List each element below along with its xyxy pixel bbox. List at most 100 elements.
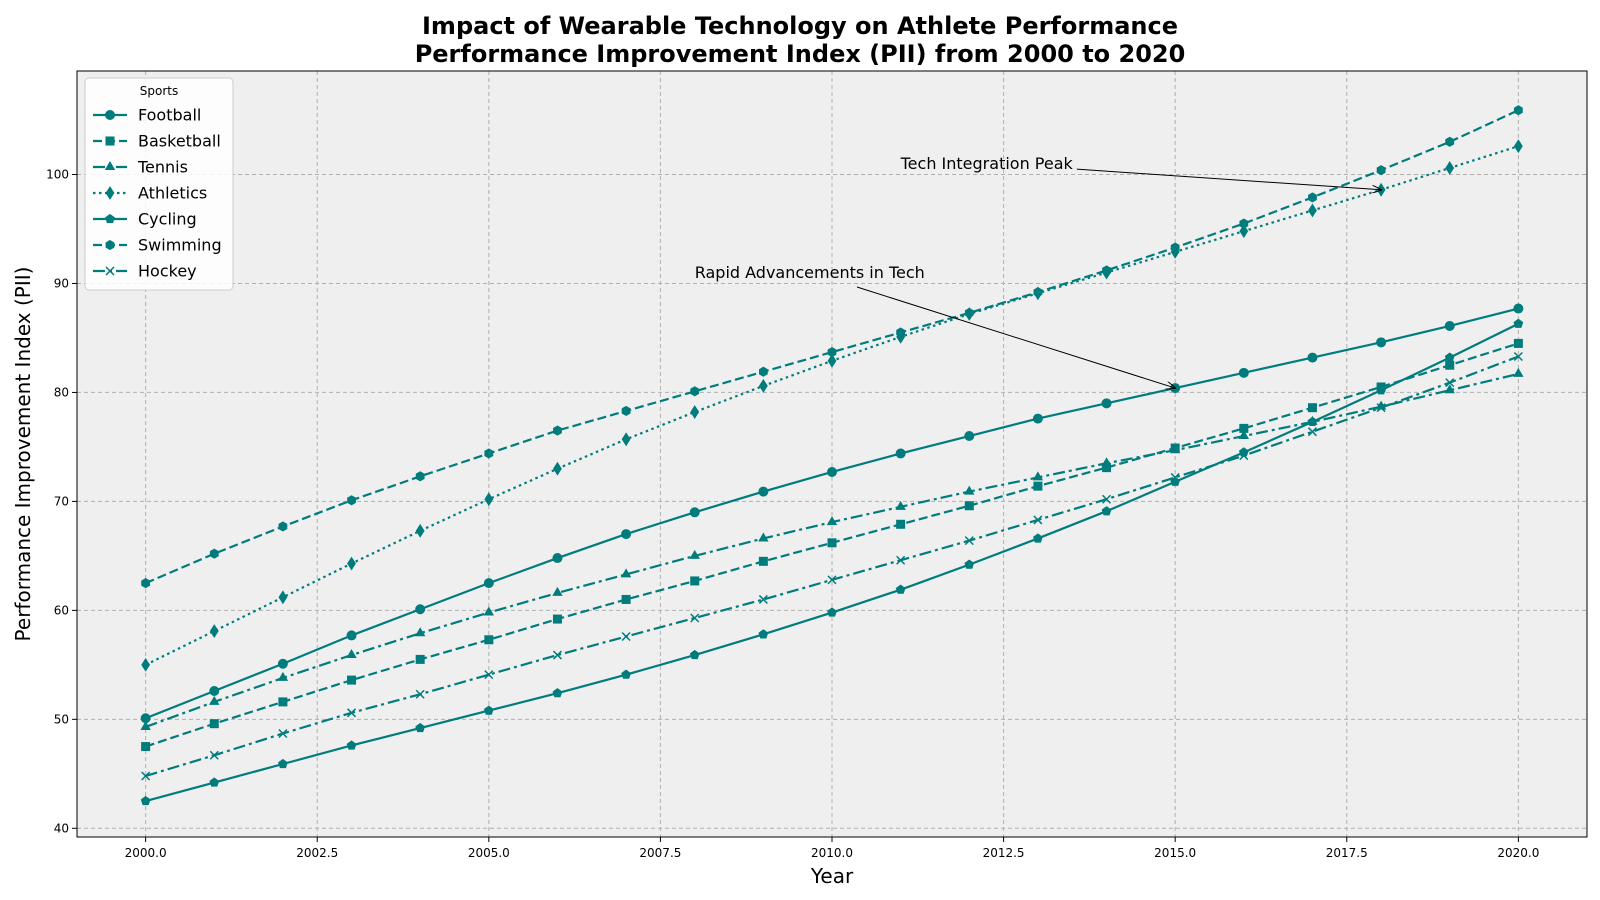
data-point-hockey xyxy=(758,594,768,604)
data-point-hockey xyxy=(827,575,837,585)
x-tick-label: 2017.5 xyxy=(1326,846,1368,860)
legend-item-athletics: Athletics xyxy=(93,184,207,203)
data-point-basketball xyxy=(1445,360,1455,370)
legend-label: Athletics xyxy=(138,184,207,203)
data-point-swimming xyxy=(278,521,288,532)
data-point-athletics xyxy=(690,405,700,419)
legend: Sports Football Basketball Tennis Athletics C… xyxy=(84,77,234,291)
data-point-football xyxy=(1444,320,1455,331)
data-point-hockey xyxy=(484,670,494,680)
data-point-tennis xyxy=(552,586,563,596)
data-point-basketball xyxy=(484,635,494,645)
data-point-athletics xyxy=(141,657,151,672)
x-axis-label: Year xyxy=(810,864,854,888)
data-point-hockey xyxy=(1376,403,1386,413)
legend-label: Hockey xyxy=(138,262,197,281)
data-point-swimming xyxy=(1102,265,1111,276)
data-point-athletics xyxy=(209,624,219,638)
data-point-hockey xyxy=(347,708,357,718)
data-point-basketball xyxy=(621,594,631,604)
data-point-football xyxy=(277,658,288,669)
data-point-hockey xyxy=(1102,494,1112,504)
data-point-tennis xyxy=(277,671,289,681)
data-point-football xyxy=(552,553,563,564)
data-point-hockey xyxy=(690,613,700,623)
data-point-basketball xyxy=(758,556,768,566)
data-point-basketball xyxy=(209,719,219,729)
series-basketball xyxy=(141,338,1523,752)
data-point-football xyxy=(1307,352,1318,363)
data-point-football xyxy=(1513,303,1524,314)
data-point-swimming xyxy=(141,578,151,589)
legend-title: Sports xyxy=(140,84,178,98)
data-point-football xyxy=(483,578,494,589)
legend-item-swimming: Swimming xyxy=(93,236,222,255)
y-axis-ticks: 40 50 60 70 80 90 100 xyxy=(46,168,77,835)
data-point-tennis xyxy=(1032,471,1044,481)
legend-label: Tennis xyxy=(137,158,188,177)
data-point-tennis xyxy=(895,500,906,510)
data-point-cycling xyxy=(964,559,975,569)
data-point-swimming xyxy=(1376,165,1386,176)
data-point-football xyxy=(209,685,220,696)
data-point-cycling xyxy=(1033,533,1043,543)
data-point-cycling xyxy=(1101,506,1112,516)
y-tick-label: 40 xyxy=(54,821,69,835)
annotation-text: Rapid Advancements in Tech xyxy=(695,263,925,282)
data-point-athletics xyxy=(1513,139,1523,154)
data-point-cycling xyxy=(758,629,769,639)
data-point-cycling xyxy=(346,740,357,750)
x-tick-label: 2020.0 xyxy=(1497,846,1539,860)
x-tick-label: 2002.5 xyxy=(296,846,338,860)
legend-item-tennis: Tennis xyxy=(93,158,188,177)
data-point-cycling xyxy=(895,584,906,594)
data-point-hockey xyxy=(1033,515,1043,525)
data-point-cycling xyxy=(689,649,700,660)
legend-item-cycling: Cycling xyxy=(93,210,197,229)
legend-label: Football xyxy=(138,106,201,125)
data-point-swimming xyxy=(415,471,425,482)
data-point-hockey xyxy=(552,650,562,660)
x-tick-label: 2000.0 xyxy=(125,846,167,860)
x-tick-label: 2007.5 xyxy=(639,846,681,860)
data-point-swimming xyxy=(553,425,562,436)
x-tick-label: 2012.5 xyxy=(983,846,1025,860)
legend-marker xyxy=(105,266,115,276)
y-tick-label: 80 xyxy=(54,385,69,399)
data-point-athletics xyxy=(415,523,425,538)
data-point-hockey xyxy=(1307,427,1317,437)
data-point-football xyxy=(827,466,837,477)
data-point-cycling xyxy=(1376,385,1386,395)
series-cycling xyxy=(140,318,1524,806)
legend-marker xyxy=(105,110,115,120)
data-point-hockey xyxy=(1445,378,1455,388)
data-point-athletics xyxy=(827,353,837,368)
y-tick-label: 100 xyxy=(46,168,69,182)
data-point-basketball xyxy=(1033,481,1043,491)
data-point-hockey xyxy=(964,536,974,546)
legend-item-football: Football xyxy=(93,106,201,125)
data-point-tennis xyxy=(414,627,426,637)
annotations: Tech Integration Peak Rapid Advancements … xyxy=(695,154,1381,388)
data-point-basketball xyxy=(827,538,837,548)
data-point-swimming xyxy=(896,327,906,338)
annotation-arrow xyxy=(1076,168,1381,190)
series-tennis xyxy=(140,367,1524,730)
data-point-cycling xyxy=(483,705,494,715)
data-point-hockey xyxy=(1170,472,1180,482)
data-point-swimming xyxy=(1308,192,1317,203)
data-point-tennis xyxy=(483,606,495,616)
legend-box xyxy=(84,77,234,291)
data-point-cycling xyxy=(209,777,220,787)
data-point-tennis xyxy=(1444,384,1455,394)
data-point-hockey xyxy=(209,750,219,760)
data-point-football xyxy=(1101,398,1112,409)
series-swimming xyxy=(141,105,1523,589)
data-point-basketball xyxy=(1513,338,1523,348)
y-tick-label: 70 xyxy=(54,494,69,508)
data-point-tennis xyxy=(826,516,838,526)
annotation-arrow xyxy=(856,286,1175,388)
data-point-swimming xyxy=(1239,218,1249,229)
legend-marker xyxy=(105,136,115,146)
x-axis-ticks: 2000.0 2002.5 2005.0 2007.5 2010.0 2012.5 2015… xyxy=(125,837,1539,860)
